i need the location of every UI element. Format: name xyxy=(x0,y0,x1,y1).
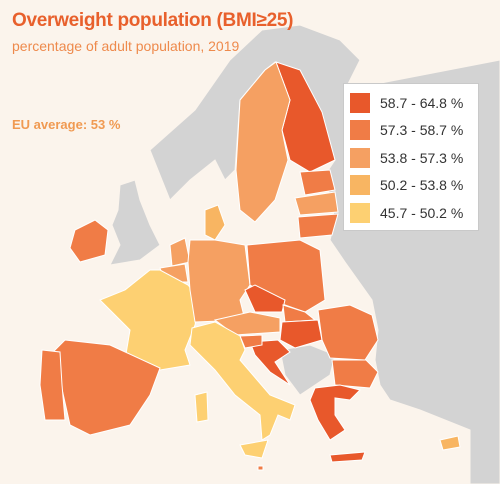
france xyxy=(99,269,201,371)
legend-item: 53.8 - 57.3 % xyxy=(350,144,472,172)
denmark xyxy=(204,204,226,241)
sicily xyxy=(239,439,269,459)
legend-label: 45.7 - 50.2 % xyxy=(380,204,464,221)
legend-label: 50.2 - 53.8 % xyxy=(380,177,464,194)
cyprus xyxy=(439,435,461,451)
legend-item: 50.2 - 53.8 % xyxy=(350,172,472,200)
legend-swatch xyxy=(350,202,370,223)
legend-swatch xyxy=(350,120,370,141)
latvia xyxy=(294,191,339,216)
subtitle: percentage of adult population, 2019 xyxy=(12,38,240,54)
legend-swatch xyxy=(350,92,370,113)
sweden xyxy=(235,61,291,223)
title: Overweight population (BMI≥25) xyxy=(12,10,294,31)
legend-item: 45.7 - 50.2 % xyxy=(350,199,472,227)
balkans xyxy=(279,344,336,396)
legend-swatch xyxy=(350,175,370,196)
portugal xyxy=(39,349,66,421)
netherlands xyxy=(169,237,191,267)
sardinia xyxy=(194,391,209,423)
legend-label: 58.7 - 64.8 % xyxy=(380,94,464,111)
legend-item: 58.7 - 64.8 % xyxy=(350,89,472,117)
estonia xyxy=(299,169,336,196)
hungary xyxy=(279,319,323,349)
lithuania xyxy=(297,213,339,239)
bulgaria xyxy=(331,359,379,389)
eu-average: EU average: 53 % xyxy=(12,117,121,132)
legend-item: 57.3 - 58.7 % xyxy=(350,117,472,145)
greece xyxy=(309,384,361,441)
uk xyxy=(109,179,161,266)
romania xyxy=(317,304,379,361)
croatia xyxy=(249,339,291,386)
legend-label: 53.8 - 57.3 % xyxy=(380,149,464,166)
malta xyxy=(257,465,264,471)
legend-swatch xyxy=(350,147,370,168)
italy xyxy=(189,321,296,441)
crete xyxy=(329,451,366,463)
germany xyxy=(187,239,251,323)
legend-label: 57.3 - 58.7 % xyxy=(380,122,464,139)
ireland xyxy=(69,219,109,263)
legend: 58.7 - 64.8 % 57.3 - 58.7 % 53.8 - 57.3 % 5… xyxy=(343,83,479,231)
